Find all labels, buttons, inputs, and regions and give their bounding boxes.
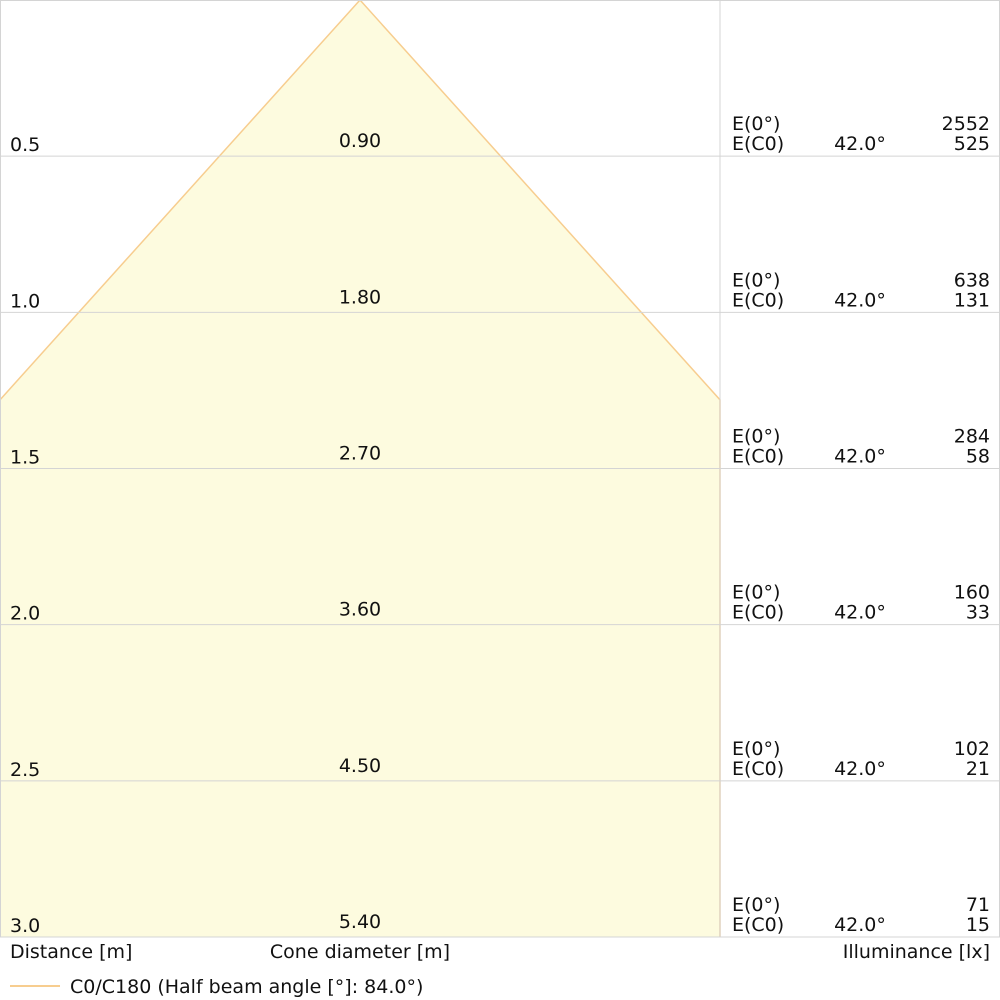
distance-label: 2.5 [10,759,40,781]
edge-illuminance-value: 15 [966,914,990,936]
y-axis-label: Illuminance [lx] [843,941,990,963]
distance-label: 0.5 [10,134,40,156]
center-row-label: E(0°) [732,113,780,135]
center-illuminance-value: 284 [954,426,990,448]
edge-angle-label: 42.0° [834,758,886,780]
edge-angle-label: 42.0° [834,289,886,311]
edge-angle-label: 42.0° [834,133,886,155]
edge-row-label: E(C0) [732,446,784,468]
diameter-label: 2.70 [339,443,381,465]
distance-label: 1.5 [10,447,40,469]
edge-row-label: E(C0) [732,289,784,311]
center-row-label: E(0°) [732,894,780,916]
diameter-label: 1.80 [339,286,381,308]
distance-label: 2.0 [10,603,40,625]
edge-illuminance-value: 21 [966,758,990,780]
center-row-label: E(0°) [732,582,780,604]
edge-row-label: E(C0) [732,914,784,936]
center-axis-label: Cone diameter [m] [270,941,450,963]
center-illuminance-value: 160 [954,582,990,604]
distance-label: 1.0 [10,290,40,312]
center-illuminance-value: 71 [966,894,990,916]
edge-row-label: E(C0) [732,758,784,780]
center-row-label: E(0°) [732,738,780,760]
distance-label: 3.0 [10,915,40,937]
edge-illuminance-value: 131 [954,289,990,311]
edge-angle-label: 42.0° [834,602,886,624]
center-illuminance-value: 102 [954,738,990,760]
diameter-label: 3.60 [339,599,381,621]
center-row-label: E(0°) [732,426,780,448]
diameter-label: 0.90 [339,130,381,152]
x-axis-label: Distance [m] [10,941,132,963]
center-illuminance-value: 2552 [942,113,990,135]
edge-row-label: E(C0) [732,133,784,155]
edge-illuminance-value: 33 [966,602,990,624]
center-row-label: E(0°) [732,269,780,291]
diameter-label: 5.40 [339,911,381,933]
edge-illuminance-value: 58 [966,446,990,468]
edge-row-label: E(C0) [732,602,784,624]
diameter-label: 4.50 [339,755,381,777]
legend-label: C0/C180 (Half beam angle [°]: 84.0°) [70,976,423,998]
edge-illuminance-value: 525 [954,133,990,155]
edge-angle-label: 42.0° [834,914,886,936]
center-illuminance-value: 638 [954,269,990,291]
edge-angle-label: 42.0° [834,446,886,468]
